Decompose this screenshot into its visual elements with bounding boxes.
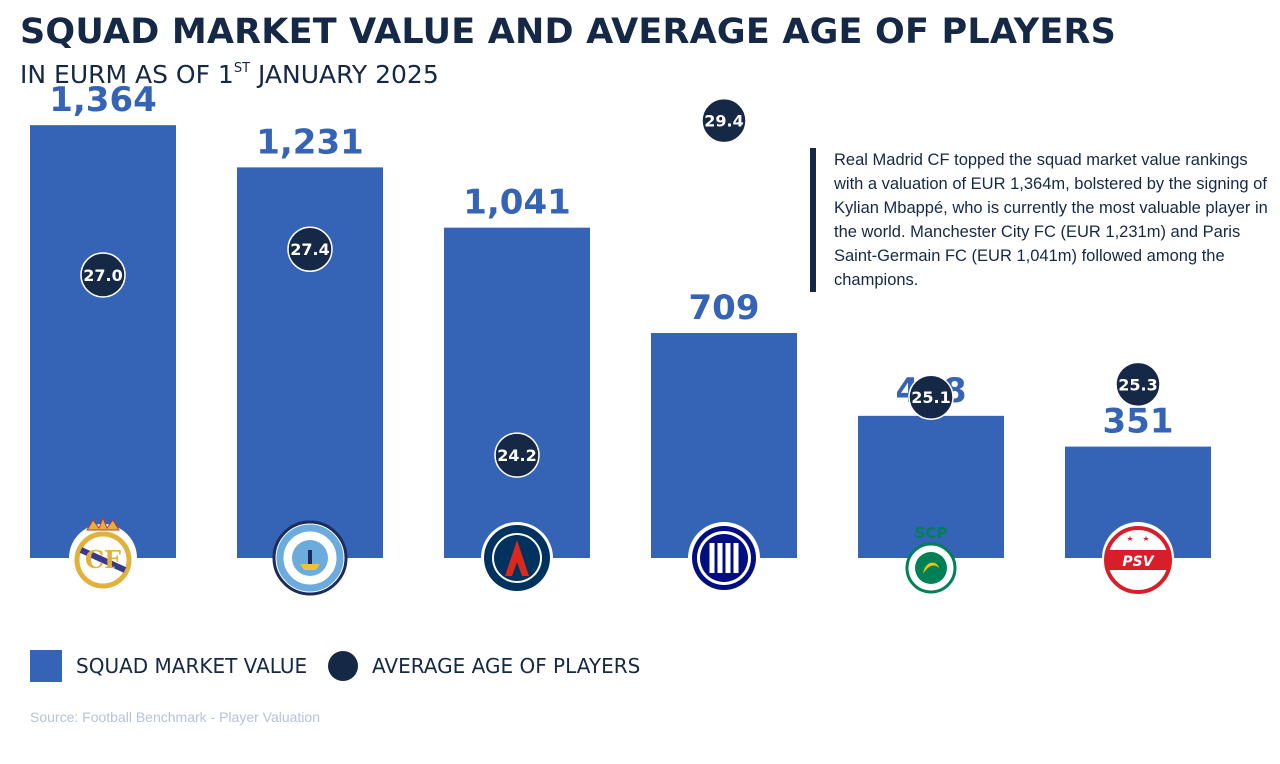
value-label: 709	[689, 288, 760, 328]
chart-subtitle: IN EURM AS OF 1ST JANUARY 2025	[20, 60, 439, 89]
sporting-logo: SCP	[905, 524, 957, 594]
age-dot	[908, 374, 954, 420]
bar	[858, 415, 1004, 558]
legend-bar-swatch	[30, 650, 62, 682]
value-label: 1,231	[256, 122, 364, 162]
inter-logo	[688, 522, 760, 594]
svg-text:CF: CF	[85, 545, 121, 574]
value-label: 351	[1103, 402, 1174, 442]
age-label: 29.4	[704, 112, 743, 131]
manchester-city-logo	[272, 520, 348, 596]
age-label: 27.4	[290, 240, 329, 259]
legend-market-value: SQUAD MARKET VALUE	[30, 648, 307, 684]
legend-average-age: AVERAGE AGE OF PLAYERS	[328, 648, 640, 684]
age-dot	[494, 432, 540, 478]
age-label: 25.3	[1118, 375, 1157, 394]
legend-dot-swatch	[328, 651, 358, 681]
svg-text:PSV: PSV	[1122, 554, 1154, 570]
age-dot	[701, 97, 747, 144]
psv-logo: PSV	[1102, 522, 1174, 594]
bar	[237, 167, 383, 558]
legend-average-age-label: AVERAGE AGE OF PLAYERS	[372, 654, 641, 678]
age-label: 25.1	[911, 388, 950, 407]
age-dot	[287, 226, 333, 272]
bar-chart: 1,36427.0CF1,23127.41,04124.270929.44482…	[30, 80, 1211, 596]
psg-logo	[481, 522, 553, 594]
chart-title: SQUAD MARKET VALUE AND AVERAGE AGE OF PL…	[20, 12, 1116, 52]
age-label: 27.0	[83, 266, 122, 285]
bar	[444, 227, 590, 558]
value-label: 1,041	[463, 183, 571, 223]
age-label: 24.2	[497, 446, 536, 465]
bar	[30, 125, 176, 558]
source-note: Source: Football Benchmark - Player Valu…	[30, 709, 320, 725]
bar	[651, 333, 797, 558]
svg-text:SCP: SCP	[915, 524, 948, 542]
value-label: 1,364	[49, 80, 157, 120]
real-madrid-logo: CF	[69, 516, 137, 592]
legend-market-value-label: SQUAD MARKET VALUE	[76, 654, 308, 678]
age-dot	[80, 252, 126, 298]
age-dot	[1115, 361, 1161, 408]
commentary-note: Real Madrid CF topped the squad market v…	[810, 148, 1274, 292]
